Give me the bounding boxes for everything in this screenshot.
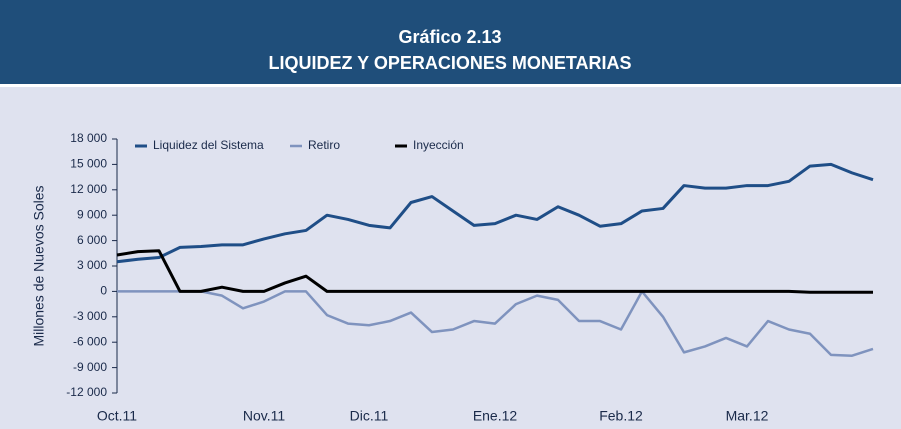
header-rule [0,84,901,87]
x-tick-label: Nov.11 [243,408,285,424]
y-tick-label: 15 000 [70,157,107,171]
y-tick-label: -12 000 [66,385,107,399]
legend-label: Retiro [308,138,340,152]
x-tick-label: Feb.12 [599,408,643,424]
y-tick-label: 9 000 [77,207,107,221]
legend-label: Inyección [413,138,464,152]
y-tick-label: 6 000 [77,233,107,247]
series-line [116,249,873,294]
y-tick-label: -9 000 [73,360,107,374]
legend-label: Liquidez del Sistema [153,138,264,152]
x-tick-label: Dic.11 [350,408,389,424]
y-tick-label: 12 000 [70,182,107,196]
x-tick-label: Ene.12 [473,408,518,424]
x-tick-label: Oct.11 [97,408,137,424]
y-tick-label: 3 000 [77,258,107,272]
y-tick-label: 18 000 [70,131,107,145]
series-line [117,290,874,357]
chart-subtitle: LIQUIDEZ Y OPERACIONES MONETARIAS [268,53,631,73]
y-tick-label: -6 000 [73,334,107,348]
y-tick-label: -3 000 [73,309,107,323]
y-tick-label: 0 [100,284,107,298]
x-tick-label: Mar.12 [726,408,769,424]
series-line [116,162,874,264]
chart-title: Gráfico 2.13 [398,27,501,47]
y-axis-label: Millones de Nuevos Soles [31,185,47,346]
header [0,0,901,84]
